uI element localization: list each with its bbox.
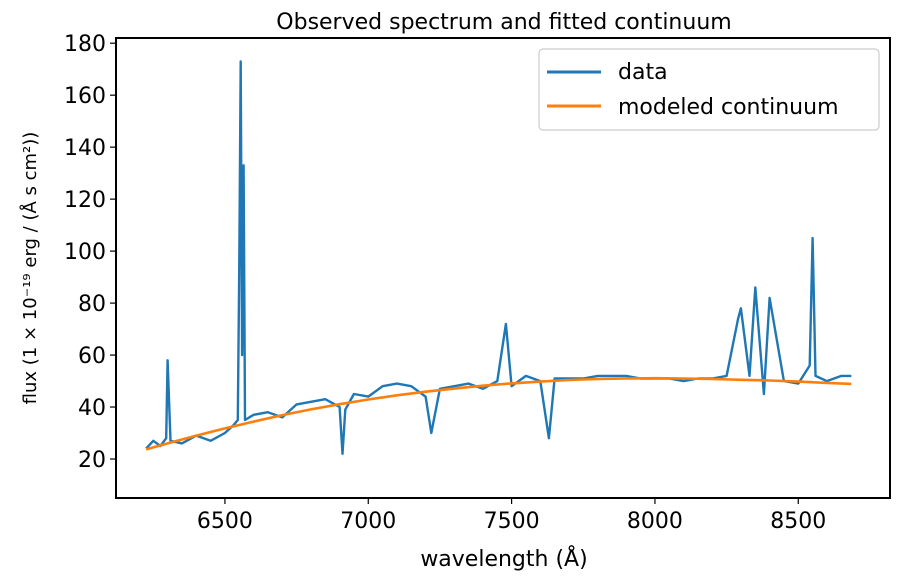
series-line-continuum	[145, 376, 852, 451]
x-axis-label: wavelength (Å)	[420, 545, 587, 572]
x-tick-label: 7000	[340, 509, 396, 534]
x-axis-ticks: 6500 7000 7500 8000 8500	[197, 498, 826, 534]
y-tick-label: 80	[78, 292, 106, 317]
y-tick-label: 140	[64, 136, 106, 161]
y-tick-label: 120	[64, 188, 106, 213]
y-tick-label: 40	[78, 396, 106, 421]
chart-title: Observed spectrum and fitted continuum	[276, 10, 731, 35]
y-axis-label: flux (1 × 10⁻¹⁹ erg / (Å s cm²))	[19, 132, 41, 405]
x-tick-label: 8000	[627, 509, 683, 534]
legend: data modeled continuum	[538, 48, 880, 131]
x-tick-label: 6500	[197, 509, 253, 534]
legend-label-data: data	[618, 60, 668, 85]
y-tick-label: 180	[64, 32, 106, 57]
y-tick-label: 100	[64, 240, 106, 265]
legend-label-continuum: modeled continuum	[618, 95, 839, 120]
y-tick-label: 60	[78, 344, 106, 369]
y-tick-label: 20	[78, 448, 106, 473]
plot-frame	[115, 37, 891, 499]
y-axis-ticks: 20 40 60 80 100 120 140 160 180	[64, 32, 116, 473]
x-tick-label: 7500	[484, 509, 540, 534]
x-tick-label: 8500	[770, 509, 826, 534]
series-line-data	[145, 60, 852, 455]
y-tick-label: 160	[64, 84, 106, 109]
legend-box	[538, 48, 880, 131]
